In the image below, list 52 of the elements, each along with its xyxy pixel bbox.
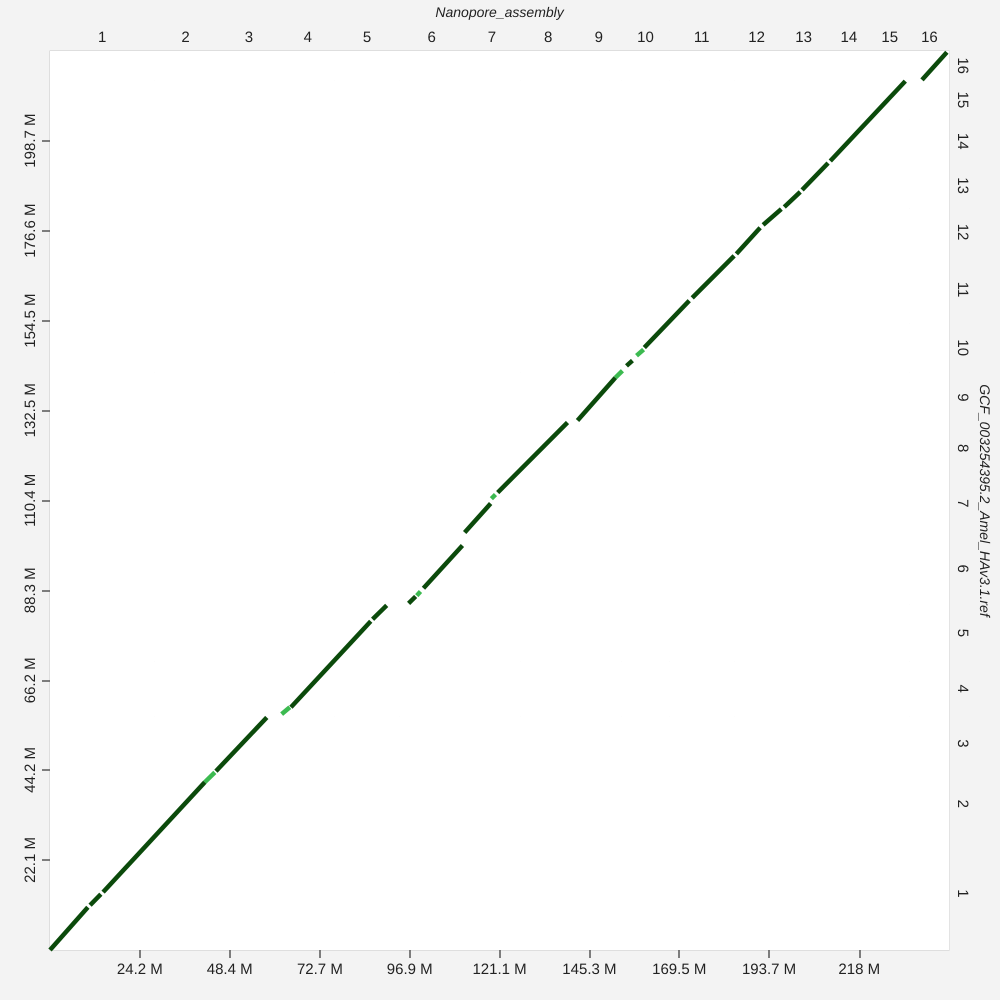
band-label: 9 — [954, 393, 972, 402]
band-label: 12 — [748, 29, 765, 46]
band-label: 16 — [921, 29, 938, 46]
x-tick-label: 193.7 M — [742, 961, 796, 978]
band-label: 4 — [304, 29, 312, 46]
y-tick-label: 176.6 M — [22, 204, 39, 258]
band-label: 15 — [881, 29, 898, 46]
band-label: 11 — [954, 282, 972, 298]
x-tick-label: 96.9 M — [386, 961, 433, 978]
band-label: 7 — [488, 29, 496, 46]
band-label: 10 — [637, 29, 654, 46]
y-tick-label: 22.1 M — [22, 837, 39, 883]
band-label: 2 — [954, 800, 972, 808]
band-label: 15 — [954, 92, 972, 108]
band-label: 16 — [954, 57, 972, 74]
band-label: 11 — [694, 29, 710, 46]
band-label: 2 — [181, 29, 190, 46]
band-label: 13 — [795, 29, 812, 46]
y-tick-label: 198.7 M — [22, 114, 39, 168]
x-tick-label: 24.2 M — [116, 961, 163, 978]
band-label: 8 — [954, 444, 972, 452]
y-tick-label: 132.5 M — [22, 383, 39, 438]
y-tick-label: 154.5 M — [22, 294, 39, 348]
band-label: 12 — [954, 224, 972, 240]
x-tick-label: 145.3 M — [562, 961, 616, 978]
x-tick-label: 218 M — [838, 961, 880, 978]
band-label: 8 — [544, 29, 552, 46]
y-tick-label: 110.4 M — [22, 474, 39, 527]
band-label: 10 — [954, 339, 972, 356]
band-label: 7 — [954, 499, 972, 508]
y-tick-label: 44.2 M — [22, 747, 39, 793]
band-label: 14 — [954, 132, 972, 150]
band-label: 9 — [594, 29, 604, 46]
y2-axis-title: GCF_003254395.2_Amel_HAv3.1.ref — [977, 384, 993, 619]
band-label: 3 — [954, 739, 972, 748]
x-tick-label: 72.7 M — [296, 961, 343, 978]
band-label: 1 — [954, 889, 972, 898]
band-label: 14 — [840, 29, 858, 46]
band-label: 4 — [954, 684, 972, 693]
x-tick-label: 121.1 M — [472, 961, 527, 978]
x-tick-label: 48.4 M — [206, 961, 253, 978]
band-label: 5 — [954, 628, 972, 638]
band-label: 13 — [954, 177, 972, 194]
y-tick-label: 66.2 M — [22, 657, 39, 704]
x2-axis-title: Nanopore_assembly — [435, 4, 565, 20]
band-label: 6 — [427, 29, 436, 46]
band-label: 3 — [244, 29, 254, 46]
band-label: 6 — [954, 564, 972, 573]
y-tick-label: 88.3 M — [22, 567, 39, 614]
band-label: 5 — [362, 29, 372, 46]
band-label: 1 — [98, 29, 106, 46]
x-tick-label: 169.5 M — [652, 961, 706, 978]
